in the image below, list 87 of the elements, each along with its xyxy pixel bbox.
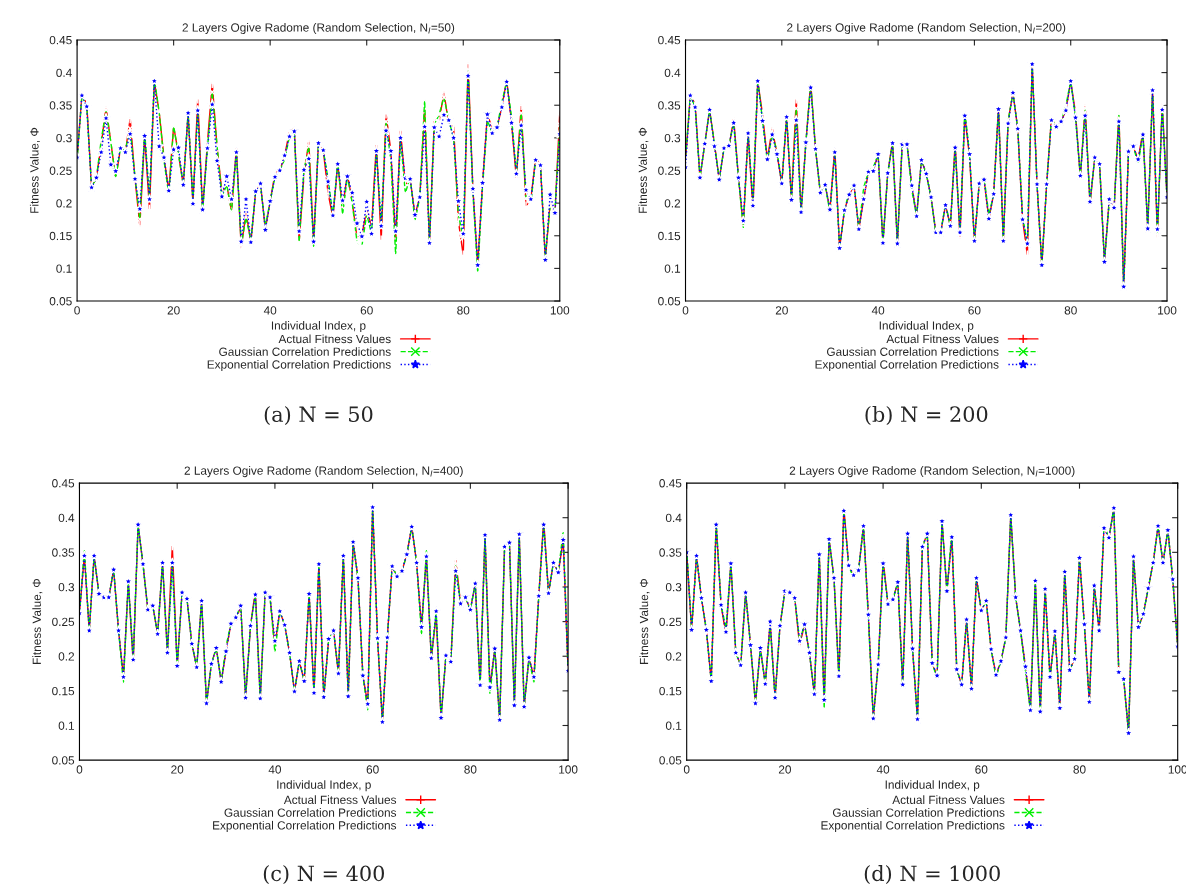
y-tick-label: 0.3 — [665, 583, 682, 592]
y-tick-label: 0.4 — [665, 513, 682, 523]
legend-label: Exponential Correlation Predictions — [207, 360, 391, 372]
text: (d) N = 1000 — [864, 865, 1000, 885]
y-tick-label: 0.3 — [58, 583, 75, 592]
y-tick-label: 0.4 — [56, 68, 72, 77]
y-tick-label: 0.15 — [659, 686, 682, 696]
y-tick-label: 0.25 — [659, 617, 682, 626]
x-tick-label: 0 — [683, 765, 690, 774]
y-tick-label: 0.15 — [49, 231, 72, 241]
x-tick-label: 60 — [975, 765, 988, 774]
x-axis-title: Individual Index, p — [885, 780, 980, 792]
y-tick-label: 0.25 — [49, 166, 72, 175]
chart-title: 2 Layers Ogive Radome (Random Selection, N$_{I}$=200) — [787, 23, 1066, 35]
y-tick-label: 0.45 — [658, 35, 681, 45]
x-tick-label: 40 — [268, 765, 282, 774]
x-tick-label: 20 — [778, 765, 791, 774]
x-tick-label: 20 — [167, 306, 180, 315]
y-tick-label: 0.45 — [49, 35, 72, 45]
y-tick-label: 0.05 — [52, 756, 75, 765]
x-tick-label: 60 — [968, 306, 981, 315]
legend-label: Actual Fitness Values — [886, 334, 999, 344]
legend-label: Gaussian Correlation Predictions — [827, 347, 999, 356]
y-tick-label: 0.05 — [49, 297, 72, 306]
y-axis-title: Fitness Value, Φ — [638, 127, 649, 213]
y-tick-label: 0.35 — [49, 101, 72, 110]
y-tick-label: 0.15 — [52, 686, 75, 696]
x-tick-label: 20 — [171, 765, 184, 774]
x-tick-label: 0 — [682, 306, 689, 315]
y-tick-label: 0.2 — [664, 199, 681, 208]
y-tick-label: 0.1 — [665, 721, 682, 730]
legend-label: Exponential Correlation Predictions — [815, 360, 999, 372]
x-axis-title: Individual Index, p — [271, 321, 366, 333]
y-tick-label: 0.2 — [665, 652, 682, 661]
y-axis-title: Fitness Value, Φ — [29, 127, 40, 213]
chart-title: 2 Layers Ogive Radome (Random Selection, N$_{I}$=400) — [184, 466, 463, 478]
legend-label: Actual Fitness Values — [283, 795, 397, 804]
legend-label: Gaussian Correlation Predictions — [832, 808, 1005, 817]
y-tick-label: 0.25 — [658, 166, 681, 175]
y-tick-label: 0.3 — [56, 133, 72, 143]
y-tick-label: 0.1 — [664, 264, 681, 273]
x-axis-title: Individual Index, p — [879, 321, 974, 333]
legend-label: Gaussian Correlation Predictions — [224, 808, 397, 817]
x-tick-label: 40 — [263, 306, 277, 315]
x-tick-label: 40 — [876, 765, 890, 774]
x-tick-label: 80 — [464, 765, 477, 774]
x-tick-label: 100 — [559, 765, 578, 774]
x-tick-label: 60 — [360, 306, 373, 315]
text: (c) N = 400 — [263, 865, 385, 885]
y-tick-label: 0.2 — [58, 652, 75, 661]
x-tick-label: 0 — [74, 306, 80, 315]
legend-label: Gaussian Correlation Predictions — [219, 347, 391, 356]
y-tick-label: 0.35 — [52, 548, 75, 557]
y-tick-label: 0.05 — [658, 297, 681, 306]
legend-label: Exponential Correlation Predictions — [821, 820, 1005, 832]
y-tick-label: 0.1 — [58, 721, 75, 730]
y-tick-label: 0.25 — [52, 617, 75, 626]
x-tick-label: 40 — [871, 306, 885, 315]
x-tick-label: 80 — [457, 306, 470, 315]
text: (a) N = 50 — [264, 405, 373, 426]
x-tick-label: 0 — [76, 765, 83, 774]
y-tick-label: 0.1 — [56, 264, 72, 273]
legend-label: Actual Fitness Values — [892, 795, 1005, 804]
y-axis-title: Fitness Value, Φ — [639, 578, 650, 664]
legend-label: Actual Fitness Values — [278, 334, 391, 344]
y-tick-label: 0.45 — [52, 479, 75, 488]
chart-title: 2 Layers Ogive Radome (Random Selection, N$_{I}$=1000) — [789, 466, 1075, 478]
x-tick-label: 60 — [366, 765, 379, 774]
x-axis-title: Individual Index, p — [277, 780, 371, 792]
legend-label: Exponential Correlation Predictions — [213, 820, 397, 832]
x-tick-label: 80 — [1073, 765, 1086, 774]
y-tick-label: 0.35 — [659, 548, 682, 557]
x-tick-label: 100 — [550, 306, 570, 315]
chart-title: 2 Layers Ogive Radome (Random Selection, N$_{I}$=50) — [182, 23, 455, 35]
y-tick-label: 0.4 — [664, 68, 681, 77]
y-tick-label: 0.05 — [659, 756, 682, 765]
x-tick-label: 80 — [1064, 306, 1077, 315]
y-tick-label: 0.45 — [659, 479, 682, 488]
y-tick-label: 0.3 — [664, 133, 681, 143]
x-tick-label: 20 — [775, 306, 788, 315]
y-tick-label: 0.15 — [658, 231, 681, 241]
y-tick-label: 0.4 — [58, 513, 75, 523]
text: (b) N = 200 — [865, 405, 988, 426]
y-axis-title: Fitness Value, Φ — [32, 578, 43, 664]
x-tick-label: 100 — [1158, 306, 1177, 315]
y-tick-label: 0.35 — [658, 101, 681, 110]
y-tick-label: 0.2 — [56, 199, 72, 208]
